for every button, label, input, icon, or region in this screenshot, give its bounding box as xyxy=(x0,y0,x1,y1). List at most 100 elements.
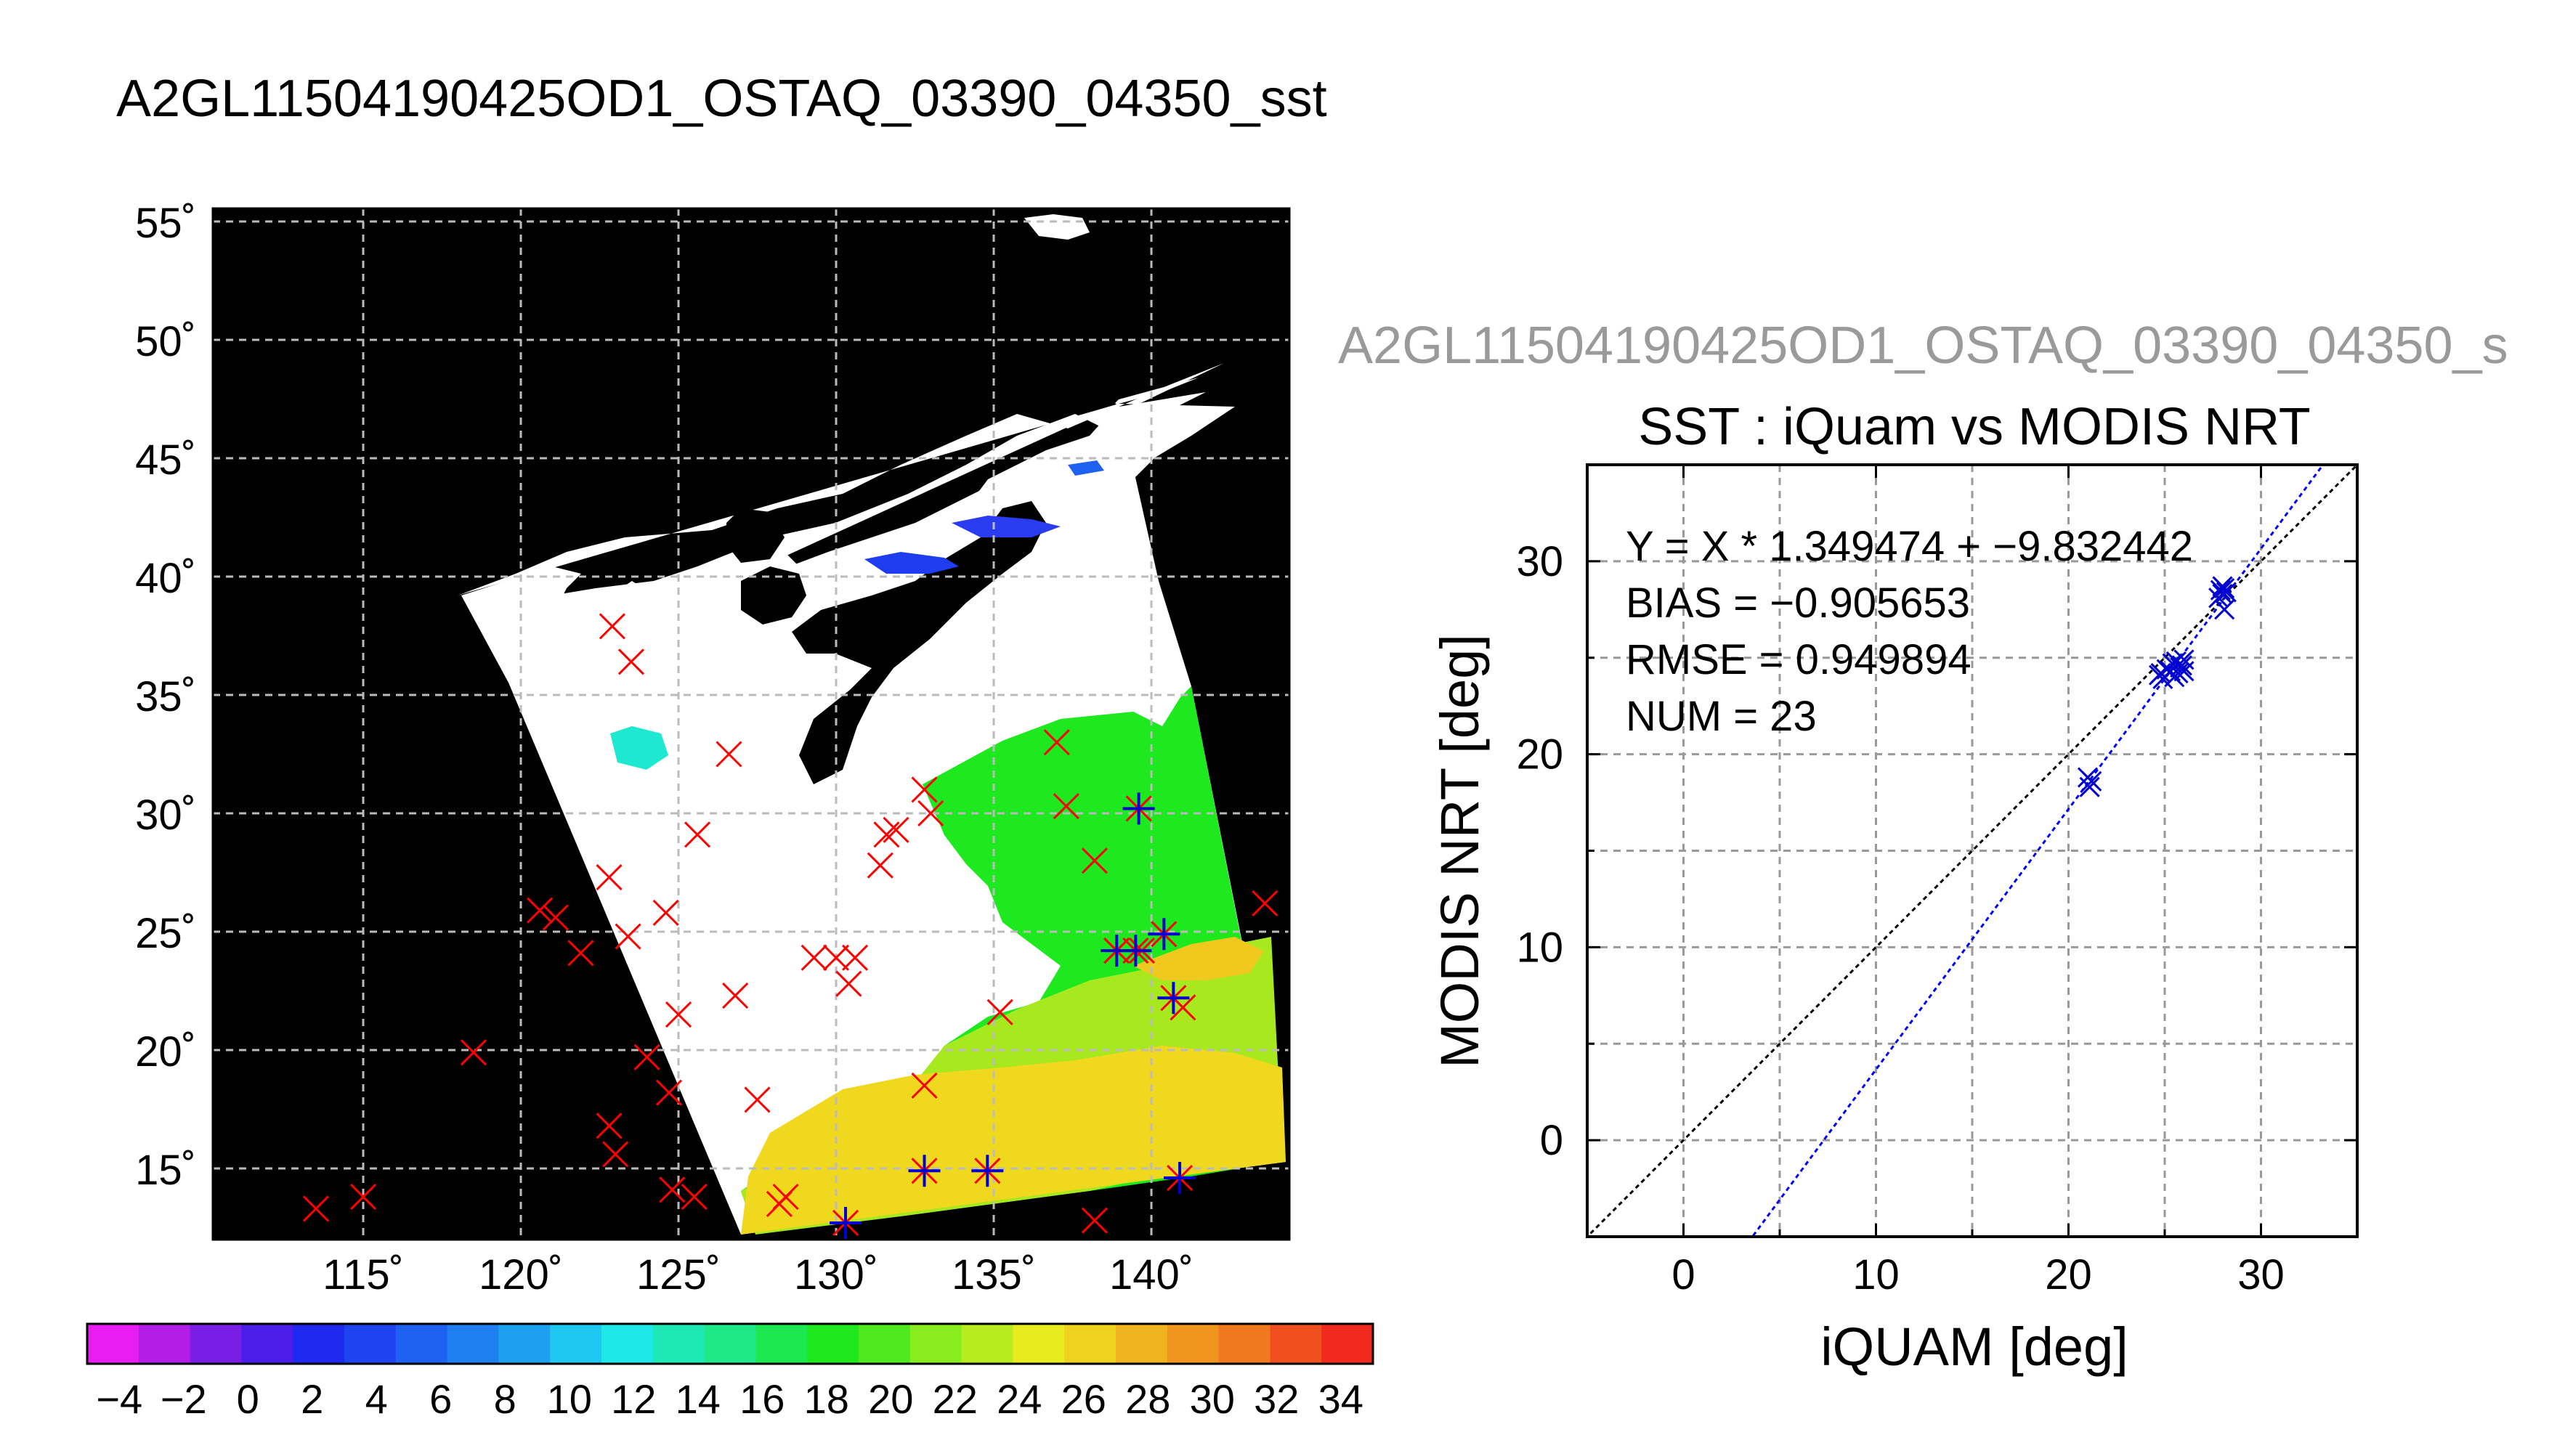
colorbar-frame xyxy=(86,1322,1374,1365)
scatter-title: SST : iQuam vs MODIS NRT xyxy=(1638,398,2311,456)
colorbar-cell xyxy=(652,1324,705,1364)
colorbar-tick-label: 16 xyxy=(739,1376,785,1422)
lat-tick-label: 40˚ xyxy=(135,555,196,602)
red-station-marker xyxy=(615,923,641,950)
red-station-marker xyxy=(822,944,850,971)
sst-yellow-region xyxy=(741,1046,1286,1235)
colorbar-cell xyxy=(241,1324,293,1364)
red-station-marker xyxy=(659,1176,686,1203)
lon-tick-label: 115˚ xyxy=(323,1251,404,1298)
lat-tick-label: 20˚ xyxy=(135,1028,196,1075)
red-station-marker xyxy=(617,648,644,675)
red-station-marker xyxy=(911,1072,938,1099)
blue-matched-marker xyxy=(971,1155,1004,1187)
lat-tick-label: 50˚ xyxy=(135,318,196,365)
colorbar-cell xyxy=(909,1324,963,1364)
colorbar-tick-label: 0 xyxy=(237,1376,259,1422)
colorbar-tick-label: 18 xyxy=(804,1376,849,1422)
lon-tick-label: 130˚ xyxy=(794,1251,878,1298)
y-tick-label: 10 xyxy=(1516,924,1563,971)
land-korea-north xyxy=(726,508,785,563)
land-japan xyxy=(792,501,1046,784)
colorbar-tick-label: 2 xyxy=(301,1376,323,1422)
sst-warm-patch xyxy=(1133,937,1264,980)
red-station-marker xyxy=(684,821,711,848)
lat-tick-label: 35˚ xyxy=(135,673,196,720)
blue-matched-marker xyxy=(1148,918,1180,951)
colorbar-cell xyxy=(1013,1324,1065,1364)
x-axis-label: iQUAM [deg] xyxy=(1820,1317,2128,1377)
colorbar-tick-label: 32 xyxy=(1254,1376,1299,1422)
map-title: A2GL11504190425OD1_OSTAQ_03390_04350_sst xyxy=(116,70,1327,128)
stats-line: BIAS = −0.905653 xyxy=(1626,579,1970,627)
stats-line: Y = X * 1.349474 + −9.832442 xyxy=(1626,523,2193,570)
scatter-points xyxy=(2077,576,2237,797)
colorbar-tick-label: 14 xyxy=(676,1376,721,1422)
colorbar-tick-label: 12 xyxy=(611,1376,656,1422)
y-axis-label: MODIS NRT [deg] xyxy=(1430,634,1490,1068)
red-station-marker xyxy=(655,1079,683,1106)
lat-tick-label: 30˚ xyxy=(135,792,196,839)
x-tick-label: 20 xyxy=(2045,1251,2092,1298)
fit-line xyxy=(1751,465,2325,1237)
red-station-marker xyxy=(766,1190,793,1217)
colorbar-cell xyxy=(498,1324,551,1364)
red-station-marker xyxy=(883,816,909,843)
sst-blue-patch-2 xyxy=(952,516,1061,537)
lon-tick-label: 135˚ xyxy=(952,1251,1036,1298)
sst-map: 55˚ 50˚ 45˚ 40˚ 35˚ 30˚ 25˚ 20˚ 15˚ 115˚ 120˚ 125˚… xyxy=(135,200,1291,1298)
map-lon-labels: 115˚ 120˚ 125˚ 130˚ 135˚ 140˚ xyxy=(323,1251,1194,1298)
red-station-marker xyxy=(873,821,900,848)
sst-blue-patch-1 xyxy=(864,552,959,574)
red-station-marker xyxy=(801,944,827,971)
red-station-marker xyxy=(596,1113,623,1139)
scatter-point xyxy=(2210,579,2231,601)
sst-blue-patch-3 xyxy=(1068,460,1104,476)
blue-matched-marker xyxy=(830,1206,862,1239)
colorbar-cell xyxy=(87,1324,139,1364)
x-tick-label: 30 xyxy=(2237,1251,2285,1298)
colorbar-cell xyxy=(138,1324,191,1364)
scatter-point xyxy=(2081,770,2102,792)
red-station-marker xyxy=(596,863,623,891)
blue-matched-marker xyxy=(1164,1162,1196,1195)
red-station-marker xyxy=(349,1184,377,1211)
colorbar-tick-label: 26 xyxy=(1061,1376,1106,1422)
colorbar-cell xyxy=(859,1324,911,1364)
scatter-point xyxy=(2214,578,2235,599)
red-station-marker xyxy=(867,852,893,879)
red-station-marker xyxy=(722,982,749,1009)
colorbar-tick-label: 20 xyxy=(868,1376,913,1422)
colorbar-tick-label: 34 xyxy=(1318,1376,1363,1422)
red-station-marker xyxy=(681,1184,708,1211)
sst-cyan-patch xyxy=(610,726,668,770)
red-station-marker xyxy=(1081,1207,1108,1234)
red-station-marker xyxy=(841,944,869,971)
blue-matched-marker xyxy=(1122,792,1155,825)
red-station-marker xyxy=(917,800,944,827)
colorbar-cell xyxy=(395,1324,448,1364)
x-tick-label: 0 xyxy=(1671,1251,1695,1298)
blue-matched-marker xyxy=(1119,935,1152,967)
colorbar-tick-label: −2 xyxy=(161,1376,207,1422)
scatter-plot: 0 10 20 30 0 10 20 30 Y = X * 1.349474 + −9.832… xyxy=(1430,463,2359,1377)
land-korea-south xyxy=(741,566,806,625)
red-station-marker xyxy=(1081,847,1108,874)
swath-korea-strip xyxy=(508,378,1206,683)
map-lat-labels: 55˚ 50˚ 45˚ 40˚ 35˚ 30˚ 25˚ 20˚ 15˚ xyxy=(135,200,196,1194)
red-station-marker xyxy=(1252,890,1278,916)
red-station-marker xyxy=(633,1044,660,1070)
red-station-marker xyxy=(1053,793,1079,820)
map-frame xyxy=(211,207,1291,1241)
colorbar-cell xyxy=(1218,1324,1271,1364)
y-tick-label: 0 xyxy=(1540,1117,1563,1164)
colorbar-cell xyxy=(190,1324,242,1364)
colorbar-cell xyxy=(755,1324,808,1364)
red-station-marker xyxy=(665,1001,692,1028)
red-station-marker xyxy=(542,904,569,931)
colorbar-cell xyxy=(447,1324,499,1364)
lon-tick-label: 120˚ xyxy=(479,1251,563,1298)
map-markers xyxy=(302,613,1278,1239)
colorbar-cell xyxy=(1116,1324,1168,1364)
